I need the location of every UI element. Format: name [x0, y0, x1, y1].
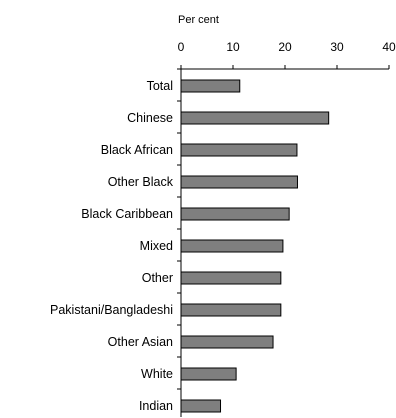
category-label: Pakistani/Bangladeshi — [50, 303, 173, 317]
bar — [180, 175, 298, 189]
bar — [180, 271, 282, 285]
bar — [180, 399, 222, 413]
x-tick-label: 10 — [226, 40, 240, 54]
category-label: Chinese — [127, 111, 173, 125]
bar — [180, 207, 290, 221]
x-tick-label: 40 — [382, 40, 396, 54]
bar — [180, 367, 237, 381]
bars — [180, 79, 330, 413]
category-label: Other — [142, 271, 173, 285]
axis-title: Per cent — [178, 14, 219, 26]
category-labels: Total Chinese Black African Other Black Blac… — [50, 68, 181, 413]
category-label: White — [141, 367, 173, 381]
x-tick-label: 0 — [178, 40, 185, 54]
category-label: Other Black — [108, 175, 174, 189]
x-tick-label: 30 — [330, 40, 344, 54]
category-label: Indian — [139, 399, 173, 413]
category-label: Total — [147, 79, 173, 93]
category-label: Mixed — [140, 239, 173, 253]
category-label: Black Caribbean — [81, 207, 173, 221]
bar — [180, 111, 330, 125]
bar — [180, 143, 298, 157]
bar — [180, 303, 282, 317]
x-axis-ticks: 0 10 20 30 40 — [178, 40, 396, 69]
bar — [180, 79, 241, 93]
category-label: Black African — [101, 143, 173, 157]
category-label: Other Asian — [108, 335, 173, 349]
bar — [180, 335, 274, 349]
bar — [180, 239, 284, 253]
x-tick-label: 20 — [278, 40, 292, 54]
